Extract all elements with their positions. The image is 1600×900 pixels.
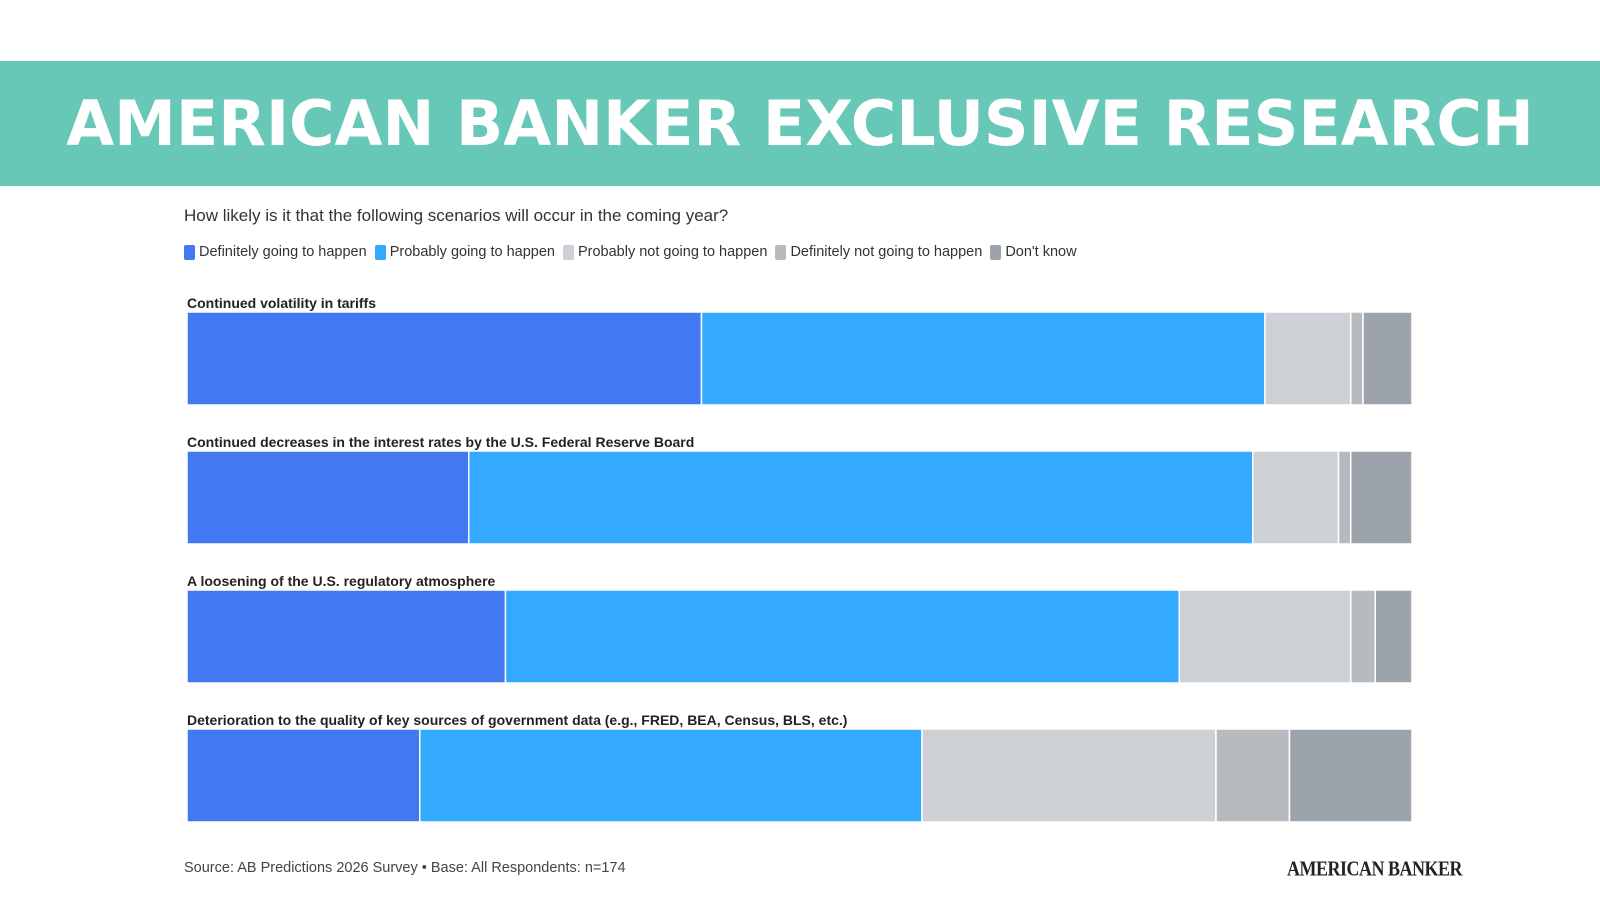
legend-swatch-probably-not <box>562 244 574 260</box>
legend-label-probably-not: Probably not going to happen <box>577 244 768 260</box>
row-label-tariffs: Continued volatility in tariffs <box>187 295 377 311</box>
source-note: Source: AB Predictions 2026 Survey • Bas… <box>184 860 626 876</box>
bar-segment-row3-probably <box>504 589 1180 684</box>
row-label-regulatory: A loosening of the U.S. regulatory atmos… <box>187 573 496 589</box>
legend-swatch-definitely <box>184 244 195 260</box>
legend-label-dont-know: Don't know <box>1005 244 1077 260</box>
legend-item-probably: Probably going to happen <box>374 244 555 260</box>
bar-segment-row3-definitely-not <box>1350 589 1376 684</box>
bar-segment-row1-probably <box>700 311 1266 406</box>
legend-swatch-dont-know <box>990 244 1002 260</box>
bar-segment-row2-definitely <box>186 450 470 545</box>
bar-segment-row2-dont-know <box>1350 450 1413 545</box>
legend-item-dont-know: Don't know <box>990 244 1077 260</box>
bar-segment-row1-dont-know <box>1362 311 1413 406</box>
legend-label-definitely-not: Definitely not going to happen <box>790 244 983 260</box>
bar-segment-row2-probably <box>468 450 1254 545</box>
bar-segment-row1-probably-not <box>1264 311 1352 406</box>
bar-segment-row3-probably-not <box>1178 589 1352 684</box>
bar-segment-row2-probably-not <box>1252 450 1340 545</box>
header-banner: AMERICAN BANKER EXCLUSIVE RESEARCH <box>0 61 1600 186</box>
chart-title: How likely is it that the following scen… <box>184 206 729 225</box>
row-label-government-data: Deterioration to the quality of key sour… <box>187 712 848 728</box>
bar-segment-row2-definitely-not <box>1337 450 1352 545</box>
banner-title: AMERICAN BANKER EXCLUSIVE RESEARCH <box>66 87 1534 160</box>
bar-segment-row4-definitely <box>186 728 421 823</box>
chart-legend: Definitely going to happen Probably goin… <box>184 244 1085 260</box>
bar-segment-row4-dont-know <box>1288 728 1413 823</box>
bar-segment-row3-dont-know <box>1374 589 1413 684</box>
legend-item-probably-not: Probably not going to happen <box>562 244 768 260</box>
bar-segment-row4-probably-not <box>921 728 1217 823</box>
bar-segment-row4-definitely-not <box>1215 728 1291 823</box>
row-label-interest-rates: Continued decreases in the interest rate… <box>187 434 695 450</box>
bar-segment-row4-probably <box>419 728 923 823</box>
legend-label-probably: Probably going to happen <box>389 244 555 260</box>
legend-swatch-probably <box>374 244 386 260</box>
bar-segment-row1-definitely <box>186 311 703 406</box>
legend-item-definitely-not: Definitely not going to happen <box>775 244 982 260</box>
bar-segment-row3-definitely <box>186 589 507 684</box>
american-banker-logo: AMERICAN BANKER <box>1287 857 1463 880</box>
legend-label-definitely: Definitely going to happen <box>199 244 367 260</box>
legend-item-definitely: Definitely going to happen <box>184 244 367 260</box>
bar-segment-row1-definitely-not <box>1350 311 1364 406</box>
legend-swatch-definitely-not <box>775 244 787 260</box>
